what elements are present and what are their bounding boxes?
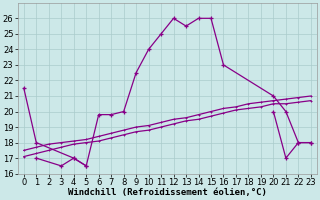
- X-axis label: Windchill (Refroidissement éolien,°C): Windchill (Refroidissement éolien,°C): [68, 188, 267, 197]
